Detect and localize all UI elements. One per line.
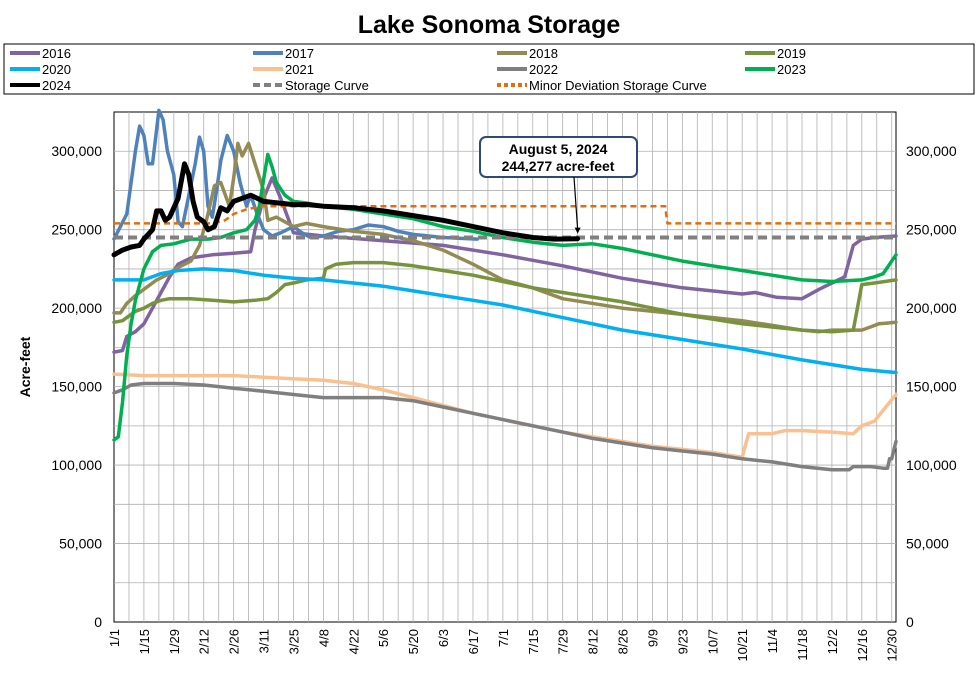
series-layer [111,108,898,472]
chart-title: Lake Sonoma Storage [358,11,621,39]
x-tick-label: 11/18 [795,629,810,661]
x-tick-label: 5/20 [406,629,421,654]
x-tick-label: 8/26 [616,629,631,654]
x-tick-label: 8/12 [586,629,601,654]
x-tick-label: 2/26 [227,629,242,654]
axes: 0 0 50,000 50,000 100,000 100,000 150,000 150,0… [51,143,956,661]
y-tick-label-right: 250,000 [906,222,957,238]
y-tick-label-right: 150,000 [906,379,957,395]
y-tick-label-right: 100,000 [906,457,957,473]
x-tick-label: 7/29 [556,629,571,654]
legend-box [3,43,975,95]
legend-label-2021: 2021 [285,62,314,77]
x-tick-label: 10/7 [705,629,720,654]
y-tick-label-left: 150,000 [51,379,102,395]
legend-label-minor-deviation-storage-curve: Minor Deviation Storage Curve [529,78,707,93]
x-tick-label: 1/15 [137,629,152,654]
series-line-2020 [112,267,898,375]
series-line-2024 [111,161,581,258]
y-tick-label-right: 0 [906,614,914,630]
x-tick-label: 3/25 [286,629,301,654]
y-tick-label-left: 0 [94,614,102,630]
x-tick-label: 2/12 [197,629,212,654]
series-line-2018 [112,141,898,334]
series-line-2019 [112,260,898,334]
y-tick-label-left: 250,000 [51,222,102,238]
x-tick-label: 10/21 [735,629,750,662]
legend-label-2022: 2022 [529,62,558,77]
y-tick-label-right: 50,000 [906,536,949,552]
x-tick-label: 7/1 [496,629,511,647]
legend-label-2017: 2017 [285,46,314,61]
callout-arrow [573,176,579,230]
x-tick-label: 3/11 [257,629,272,653]
y-axis-label: Acre-feet [17,336,33,397]
grid [114,112,896,622]
callout-date: August 5, 2024 [509,141,608,157]
x-tick-label: 12/16 [855,629,870,662]
x-tick-label: 9/23 [675,629,690,654]
callout-box [479,136,638,178]
x-tick-label: 6/17 [466,629,481,654]
legend-label-2016: 2016 [42,46,71,61]
callout: August 5, 2024 244,277 acre-feet [479,136,638,234]
x-tick-label: 4/8 [316,629,331,647]
y-tick-label-right: 300,000 [906,143,957,159]
x-tick-label: 11/4 [765,629,780,653]
x-tick-label: 6/3 [436,629,451,647]
x-tick-label: 4/22 [346,629,361,654]
x-tick-label: 1/1 [107,629,122,647]
x-tick-label: 12/2 [825,629,840,654]
legend-label-2023: 2023 [777,62,806,77]
x-tick-label: 7/15 [526,629,541,654]
x-tick-label: 12/30 [885,629,900,662]
y-tick-label-left: 100,000 [51,457,102,473]
legend-label-2018: 2018 [529,46,558,61]
legend-label-2019: 2019 [777,46,806,61]
callout-arrowhead [574,227,581,234]
y-tick-label-left: 50,000 [59,536,102,552]
legend-label-2020: 2020 [42,62,71,77]
series-line-2022 [112,381,898,472]
y-tick-label-left: 300,000 [51,143,102,159]
y-tick-label-left: 200,000 [51,300,102,316]
legend-label-2024: 2024 [42,78,71,93]
x-tick-label: 5/6 [376,629,391,647]
x-tick-label: 1/29 [167,629,182,654]
legend-label-storage-curve: Storage Curve [285,78,369,93]
y-tick-label-right: 200,000 [906,300,957,316]
x-tick-label: 9/9 [645,629,660,647]
legend: 2016 2017 2018 2019 2020 2021 2022 2023 2024 Stor… [10,46,806,93]
callout-value: 244,277 acre-feet [502,158,615,174]
